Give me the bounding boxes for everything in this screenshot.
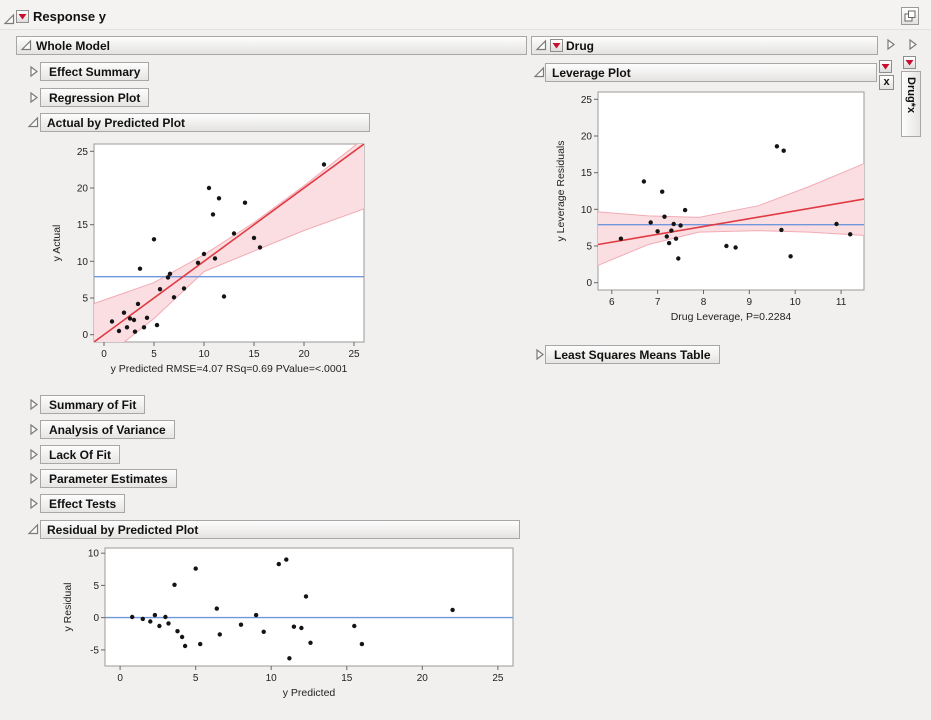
svg-text:5: 5 xyxy=(82,294,88,305)
scroll-right-icon[interactable] xyxy=(884,38,897,51)
drug-title: Drug xyxy=(566,38,594,53)
svg-text:y Actual: y Actual xyxy=(51,225,63,262)
svg-text:20: 20 xyxy=(298,349,310,360)
disclosure-closed-icon[interactable] xyxy=(27,423,40,436)
lack-of-fit-button[interactable]: Lack Of Fit xyxy=(40,445,121,464)
title-strip xyxy=(0,0,931,30)
svg-text:0: 0 xyxy=(117,673,123,684)
svg-text:5: 5 xyxy=(93,581,99,592)
summary-of-fit-button[interactable]: Summary of Fit xyxy=(40,395,146,414)
svg-text:10: 10 xyxy=(266,673,278,684)
svg-text:5: 5 xyxy=(193,673,199,684)
svg-text:y Leverage Residuals: y Leverage Residuals xyxy=(555,141,567,242)
close-button[interactable]: x xyxy=(879,75,894,90)
disclosure-closed-icon[interactable] xyxy=(27,448,40,461)
disclosure-closed-icon[interactable] xyxy=(27,497,40,510)
tab-drug-x[interactable]: Drug*x xyxy=(901,71,921,137)
svg-text:10: 10 xyxy=(790,297,802,308)
svg-text:y Residual: y Residual xyxy=(62,582,74,631)
svg-text:0: 0 xyxy=(93,613,99,624)
disclosure-open-icon[interactable] xyxy=(533,66,546,79)
red-triangle-menu-drug-x[interactable] xyxy=(903,56,916,69)
svg-text:15: 15 xyxy=(77,220,89,231)
svg-text:10: 10 xyxy=(198,349,210,360)
disclosure-open-icon[interactable] xyxy=(27,116,40,129)
drug-header[interactable]: Drug xyxy=(531,36,878,55)
effect-tests-button[interactable]: Effect Tests xyxy=(40,494,126,513)
svg-text:-5: -5 xyxy=(90,645,99,656)
svg-text:0: 0 xyxy=(586,278,592,289)
svg-text:11: 11 xyxy=(836,297,847,308)
svg-text:20: 20 xyxy=(417,673,429,684)
analysis-of-variance-button[interactable]: Analysis of Variance xyxy=(40,420,175,439)
red-triangle-menu-leverage[interactable] xyxy=(879,60,892,73)
svg-text:y Predicted: y Predicted xyxy=(283,687,336,699)
disclosure-open-icon[interactable] xyxy=(20,39,33,52)
svg-text:7: 7 xyxy=(655,297,661,308)
svg-text:10: 10 xyxy=(77,257,89,268)
svg-text:25: 25 xyxy=(348,349,360,360)
leverage-plot-title: Leverage Plot xyxy=(552,65,631,80)
svg-text:Drug Leverage, P=0.2284: Drug Leverage, P=0.2284 xyxy=(671,311,792,323)
parameter-estimates-button[interactable]: Parameter Estimates xyxy=(40,469,177,488)
disclosure-closed-icon[interactable] xyxy=(27,472,40,485)
scroll-right-icon[interactable] xyxy=(906,38,919,51)
svg-text:10: 10 xyxy=(88,549,100,560)
residual-by-predicted-header[interactable]: Residual by Predicted Plot xyxy=(40,520,520,539)
least-squares-means-table-button[interactable]: Least Squares Means Table xyxy=(545,345,720,364)
svg-text:15: 15 xyxy=(581,168,593,179)
residual-by-predicted-title: Residual by Predicted Plot xyxy=(47,522,199,537)
svg-text:9: 9 xyxy=(747,297,753,308)
leverage-plot-header[interactable]: Leverage Plot xyxy=(545,63,877,82)
effect-summary-button[interactable]: Effect Summary xyxy=(40,62,150,81)
svg-text:15: 15 xyxy=(248,349,260,360)
disclosure-closed-icon[interactable] xyxy=(27,65,40,78)
svg-text:10: 10 xyxy=(581,205,593,216)
actual-by-predicted-title: Actual by Predicted Plot xyxy=(47,115,186,130)
svg-text:20: 20 xyxy=(581,132,593,143)
svg-text:y Predicted RMSE=4.07 RSq=0.69: y Predicted RMSE=4.07 RSq=0.69 PValue=<.… xyxy=(111,363,348,375)
svg-text:8: 8 xyxy=(701,297,707,308)
whole-model-header[interactable]: Whole Model xyxy=(16,36,527,55)
disclosure-closed-icon[interactable] xyxy=(533,348,546,361)
svg-text:25: 25 xyxy=(581,95,593,106)
actual-by-predicted-header[interactable]: Actual by Predicted Plot xyxy=(40,113,370,132)
regression-plot-button[interactable]: Regression Plot xyxy=(40,88,150,107)
red-triangle-menu-response[interactable] xyxy=(16,10,29,23)
svg-text:15: 15 xyxy=(341,673,353,684)
red-triangle-menu-drug[interactable] xyxy=(550,39,563,52)
svg-text:5: 5 xyxy=(586,242,592,253)
svg-text:5: 5 xyxy=(151,349,157,360)
svg-text:25: 25 xyxy=(77,147,89,158)
whole-model-title: Whole Model xyxy=(36,38,110,53)
drug-leverage-plot[interactable]: 6 7 8 9 10 11 0 5 10 15 20 25 Drug Leverage, P=0.228… xyxy=(548,84,878,336)
disclosure-open-icon[interactable] xyxy=(535,39,548,52)
disclosure-open-icon[interactable] xyxy=(3,13,16,26)
disclosure-closed-icon[interactable] xyxy=(27,91,40,104)
disclosure-closed-icon[interactable] xyxy=(27,398,40,411)
svg-text:25: 25 xyxy=(492,673,504,684)
svg-text:20: 20 xyxy=(77,184,89,195)
svg-text:0: 0 xyxy=(101,349,107,360)
svg-text:6: 6 xyxy=(609,297,615,308)
window-layout-icon[interactable] xyxy=(901,7,919,25)
residual-by-predicted-plot[interactable]: 0 5 10 15 20 25 -5 0 5 10 y Predicted y Residual xyxy=(48,542,523,716)
report-title: Response y xyxy=(33,9,106,24)
svg-text:0: 0 xyxy=(82,330,88,341)
disclosure-open-icon[interactable] xyxy=(27,523,40,536)
